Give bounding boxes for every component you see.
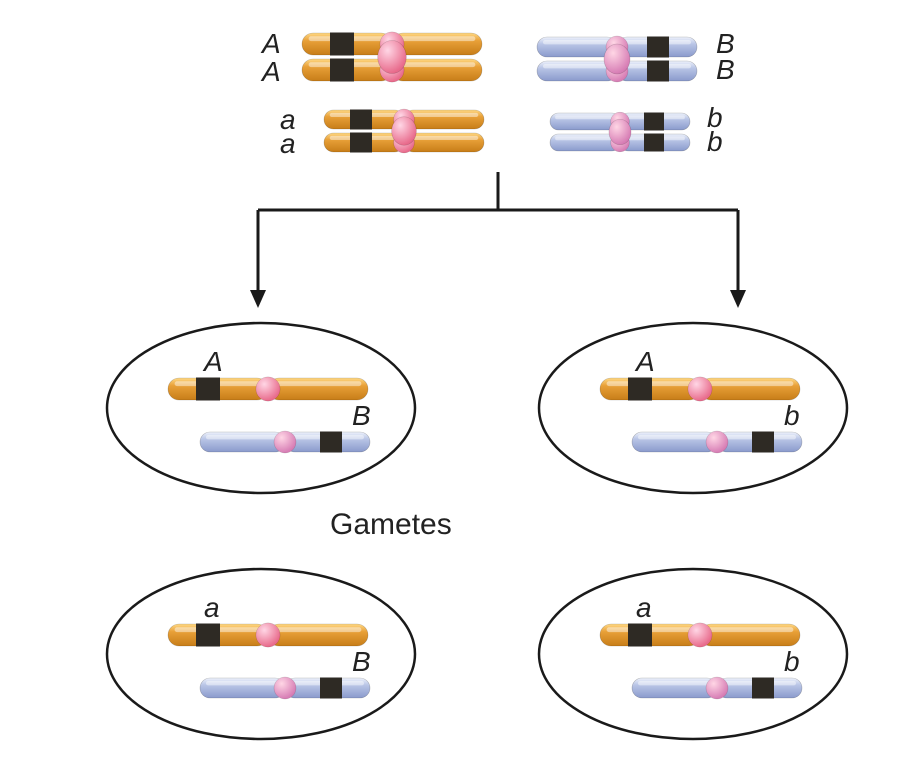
diagram-stage: A A B B a a b b Gametes A B A b a B a b <box>0 0 916 762</box>
graphics-layer <box>0 0 916 762</box>
